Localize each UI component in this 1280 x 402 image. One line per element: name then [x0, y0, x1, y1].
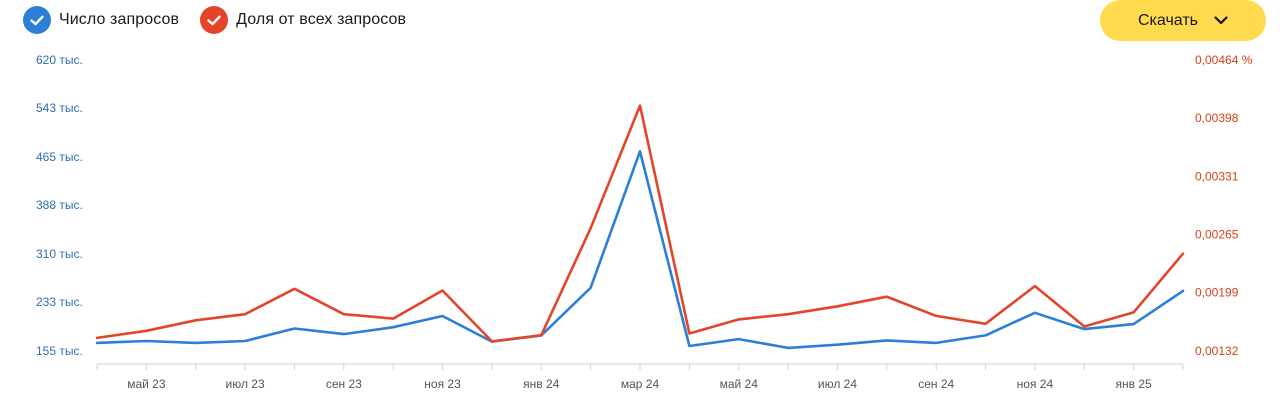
y-left-tick-label: 155 тыс.	[36, 344, 83, 358]
y-left-tick-label: 543 тыс.	[36, 101, 83, 115]
x-tick-label: май 23	[127, 377, 166, 391]
x-axis: май 23 июл 23 сен 23 ноя 23 янв 24 мар 24 май …	[96, 363, 1184, 391]
x-tick-label: сен 24	[918, 377, 954, 391]
y-right-tick-label: 0,00331	[1195, 170, 1239, 184]
x-tick-label: ноя 23	[424, 377, 461, 391]
download-button[interactable]: Скачать	[1100, 0, 1266, 41]
x-tick-label: сен 23	[326, 377, 362, 391]
legend-item-query-count[interactable]: Число запросов	[23, 6, 179, 34]
legend-label-query-count: Число запросов	[59, 11, 180, 28]
x-tick-label: май 24	[720, 377, 759, 391]
check-icon	[200, 6, 229, 34]
y-left-tick-label: 310 тыс.	[36, 247, 83, 261]
y-right-tick-label: 0,00199	[1195, 285, 1239, 299]
x-tick-label: июл 23	[226, 377, 265, 391]
chart-legend: Число запросов Доля от всех запросов	[23, 5, 427, 35]
chevron-down-icon	[1214, 16, 1228, 25]
y-right-tick-label: 0,00132	[1195, 344, 1239, 358]
y-left-tick-label: 233 тыс.	[36, 295, 83, 309]
legend-label-share: Доля от всех запросов	[236, 11, 407, 28]
y-right-tick-label: 0,00265	[1195, 227, 1239, 241]
x-tick-label: янв 24	[523, 377, 560, 391]
x-tick-label: мар 24	[621, 377, 660, 391]
series-line-share	[95, 104, 1185, 343]
x-tick-label: янв 25	[1116, 377, 1153, 391]
series-line-query-count	[95, 150, 1185, 350]
check-icon	[23, 6, 51, 34]
x-tick-label: июл 24	[818, 377, 857, 391]
y-right-tick-label: 0,00464 %	[1195, 53, 1253, 67]
y-right-tick-label: 0,00398	[1195, 111, 1239, 125]
left-axis-ticks: 155 тыс. 233 тыс. 310 тыс. 388 тыс. 465 тыс.…	[36, 53, 83, 358]
y-left-tick-label: 620 тыс.	[36, 53, 83, 67]
legend-item-share[interactable]: Доля от всех запросов	[200, 6, 406, 34]
right-axis-ticks: 0,00132 0,00199 0,00265 0,00331 0,00398 0,004…	[1195, 53, 1253, 358]
x-tick-label: ноя 24	[1017, 377, 1054, 391]
y-left-tick-label: 465 тыс.	[36, 150, 83, 164]
y-left-tick-label: 388 тыс.	[36, 198, 83, 212]
download-button-label: Скачать	[1138, 11, 1198, 29]
series-lines	[95, 104, 1185, 350]
